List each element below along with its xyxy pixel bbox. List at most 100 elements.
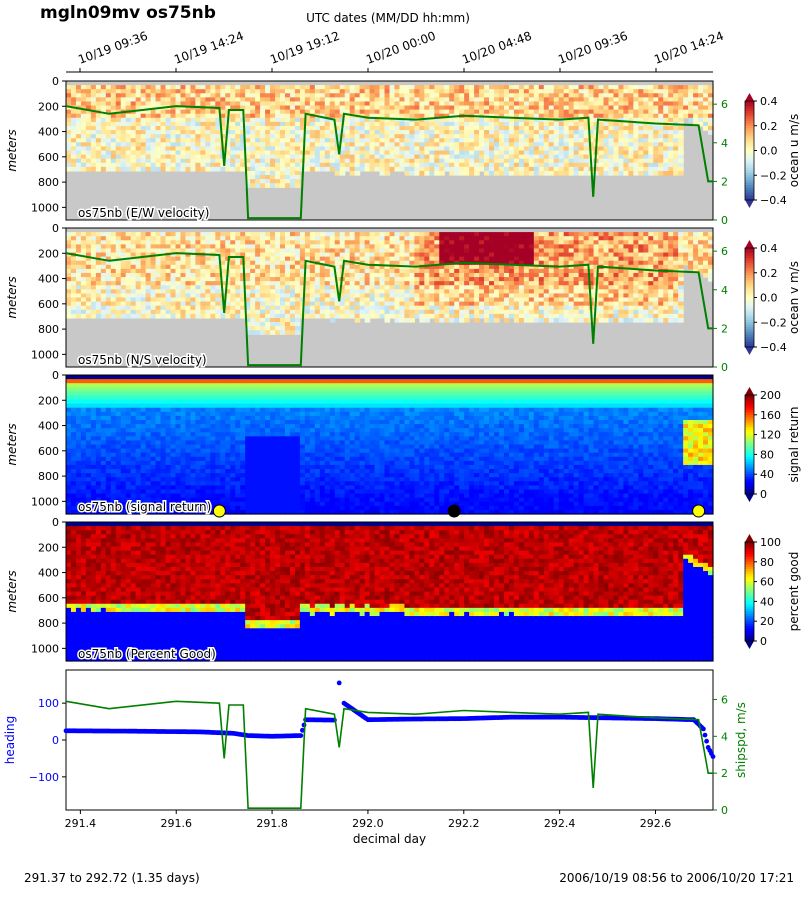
heatmap-cell (533, 309, 540, 315)
heatmap-cell (245, 313, 251, 319)
heatmap-cell (414, 121, 420, 127)
heatmap-cell (513, 142, 520, 148)
heatmap-cell (513, 272, 520, 278)
heatmap-cell (528, 252, 535, 258)
heatmap-cell (364, 97, 371, 103)
heatmap-cell (250, 232, 256, 237)
heatmap-cell (205, 297, 211, 303)
heatmap-cell (180, 101, 187, 107)
heatmap-cell (314, 264, 321, 270)
heatmap-cell (80, 105, 87, 111)
heatmap-cell (190, 260, 196, 266)
heatmap-cell (623, 93, 629, 98)
heatmap-cell (284, 166, 291, 172)
heatmap-cell (434, 158, 440, 164)
heatmap-cell (454, 256, 460, 262)
heatmap-cell (414, 297, 420, 303)
heatmap-cell (414, 146, 420, 152)
heatmap-cell (439, 317, 445, 323)
heatmap-cell (513, 252, 520, 258)
heatmap-cell (115, 125, 122, 131)
heatmap-cell (339, 138, 346, 143)
heatmap-cell (364, 313, 371, 319)
heatmap-cell (85, 232, 92, 237)
heatmap-cell (309, 101, 316, 107)
heatmap-cell (404, 154, 411, 160)
heatmap-cell (429, 105, 435, 111)
heatmap-cell (200, 289, 206, 295)
heatmap-cell (424, 113, 430, 119)
heatmap-cell (613, 130, 620, 135)
heatmap-cell (464, 289, 470, 295)
heatmap-cell (215, 125, 221, 131)
heatmap-cell (489, 285, 495, 290)
heatmap-cell (484, 297, 490, 303)
heatmap-cell (558, 101, 565, 107)
heatmap-cell (190, 236, 196, 241)
heatmap-cell (165, 154, 172, 160)
heatmap-cell (130, 232, 137, 237)
heatmap-cell (299, 272, 306, 278)
heatmap-cell (394, 293, 401, 299)
heatmap-cell (394, 89, 401, 94)
heatmap-cell (508, 142, 515, 148)
heatmap-cell (374, 101, 381, 107)
heatmap-cell (663, 146, 669, 152)
heatmap-cell (364, 130, 371, 135)
heatmap-cell (399, 313, 406, 319)
heatmap-cell (538, 97, 545, 103)
heatmap-cell (498, 85, 505, 90)
heatmap-cell (668, 150, 674, 156)
heatmap-cell (299, 256, 306, 262)
heatmap-cell (245, 236, 251, 241)
heatmap-cell (384, 121, 391, 127)
heatmap-cell (329, 293, 336, 299)
heatmap-cell (399, 305, 406, 311)
heatmap-cell (120, 260, 127, 266)
heatmap-cell (304, 285, 311, 290)
heatmap-cell (324, 281, 331, 286)
heatmap-cell (419, 170, 425, 176)
heatmap-cell (280, 170, 286, 176)
heatmap-cell (289, 138, 296, 143)
heatmap-cell (120, 138, 127, 143)
heatmap-cell (195, 281, 201, 286)
heatmap-cell (140, 109, 147, 115)
heatmap-cell (200, 260, 206, 266)
heatmap-cell (419, 305, 425, 311)
heatmap-cell (678, 166, 684, 172)
heatmap-cell (419, 117, 425, 123)
heatmap-cell (394, 134, 401, 139)
heatmap-cell (359, 154, 366, 160)
heatmap-cell (100, 297, 107, 303)
heatmap-cell (464, 244, 470, 250)
heatmap-cell (354, 297, 361, 303)
heatmap-cell (434, 105, 440, 111)
heatmap-cell (180, 121, 187, 127)
heatmap-cell (543, 134, 550, 139)
colorbar-step (745, 192, 754, 196)
heatmap-cell (284, 183, 291, 188)
heatmap-cell (329, 150, 336, 156)
heatmap-cell (424, 125, 430, 131)
heatmap-cell (324, 130, 331, 135)
heatmap-cell (289, 93, 296, 98)
heatmap-cell (185, 142, 192, 148)
heatmap-cell (175, 264, 182, 270)
heatmap-cell (424, 305, 430, 311)
heatmap-cell (454, 248, 460, 254)
heatmap-cell (95, 244, 102, 250)
heatmap-cell (260, 138, 266, 143)
heatmap-cell (180, 154, 187, 160)
heatmap-cell (235, 313, 241, 319)
heatmap-cell (648, 121, 654, 127)
heatmap-cell (454, 264, 460, 270)
heatmap-cell (678, 154, 684, 160)
heatmap-cell (374, 166, 381, 172)
heatmap-cell (210, 113, 216, 119)
heatmap-cell (494, 150, 500, 156)
heatmap-cell (275, 293, 281, 299)
heatmap-cell (230, 309, 236, 315)
heatmap-cell (66, 297, 72, 303)
heatmap-cell (155, 158, 162, 164)
